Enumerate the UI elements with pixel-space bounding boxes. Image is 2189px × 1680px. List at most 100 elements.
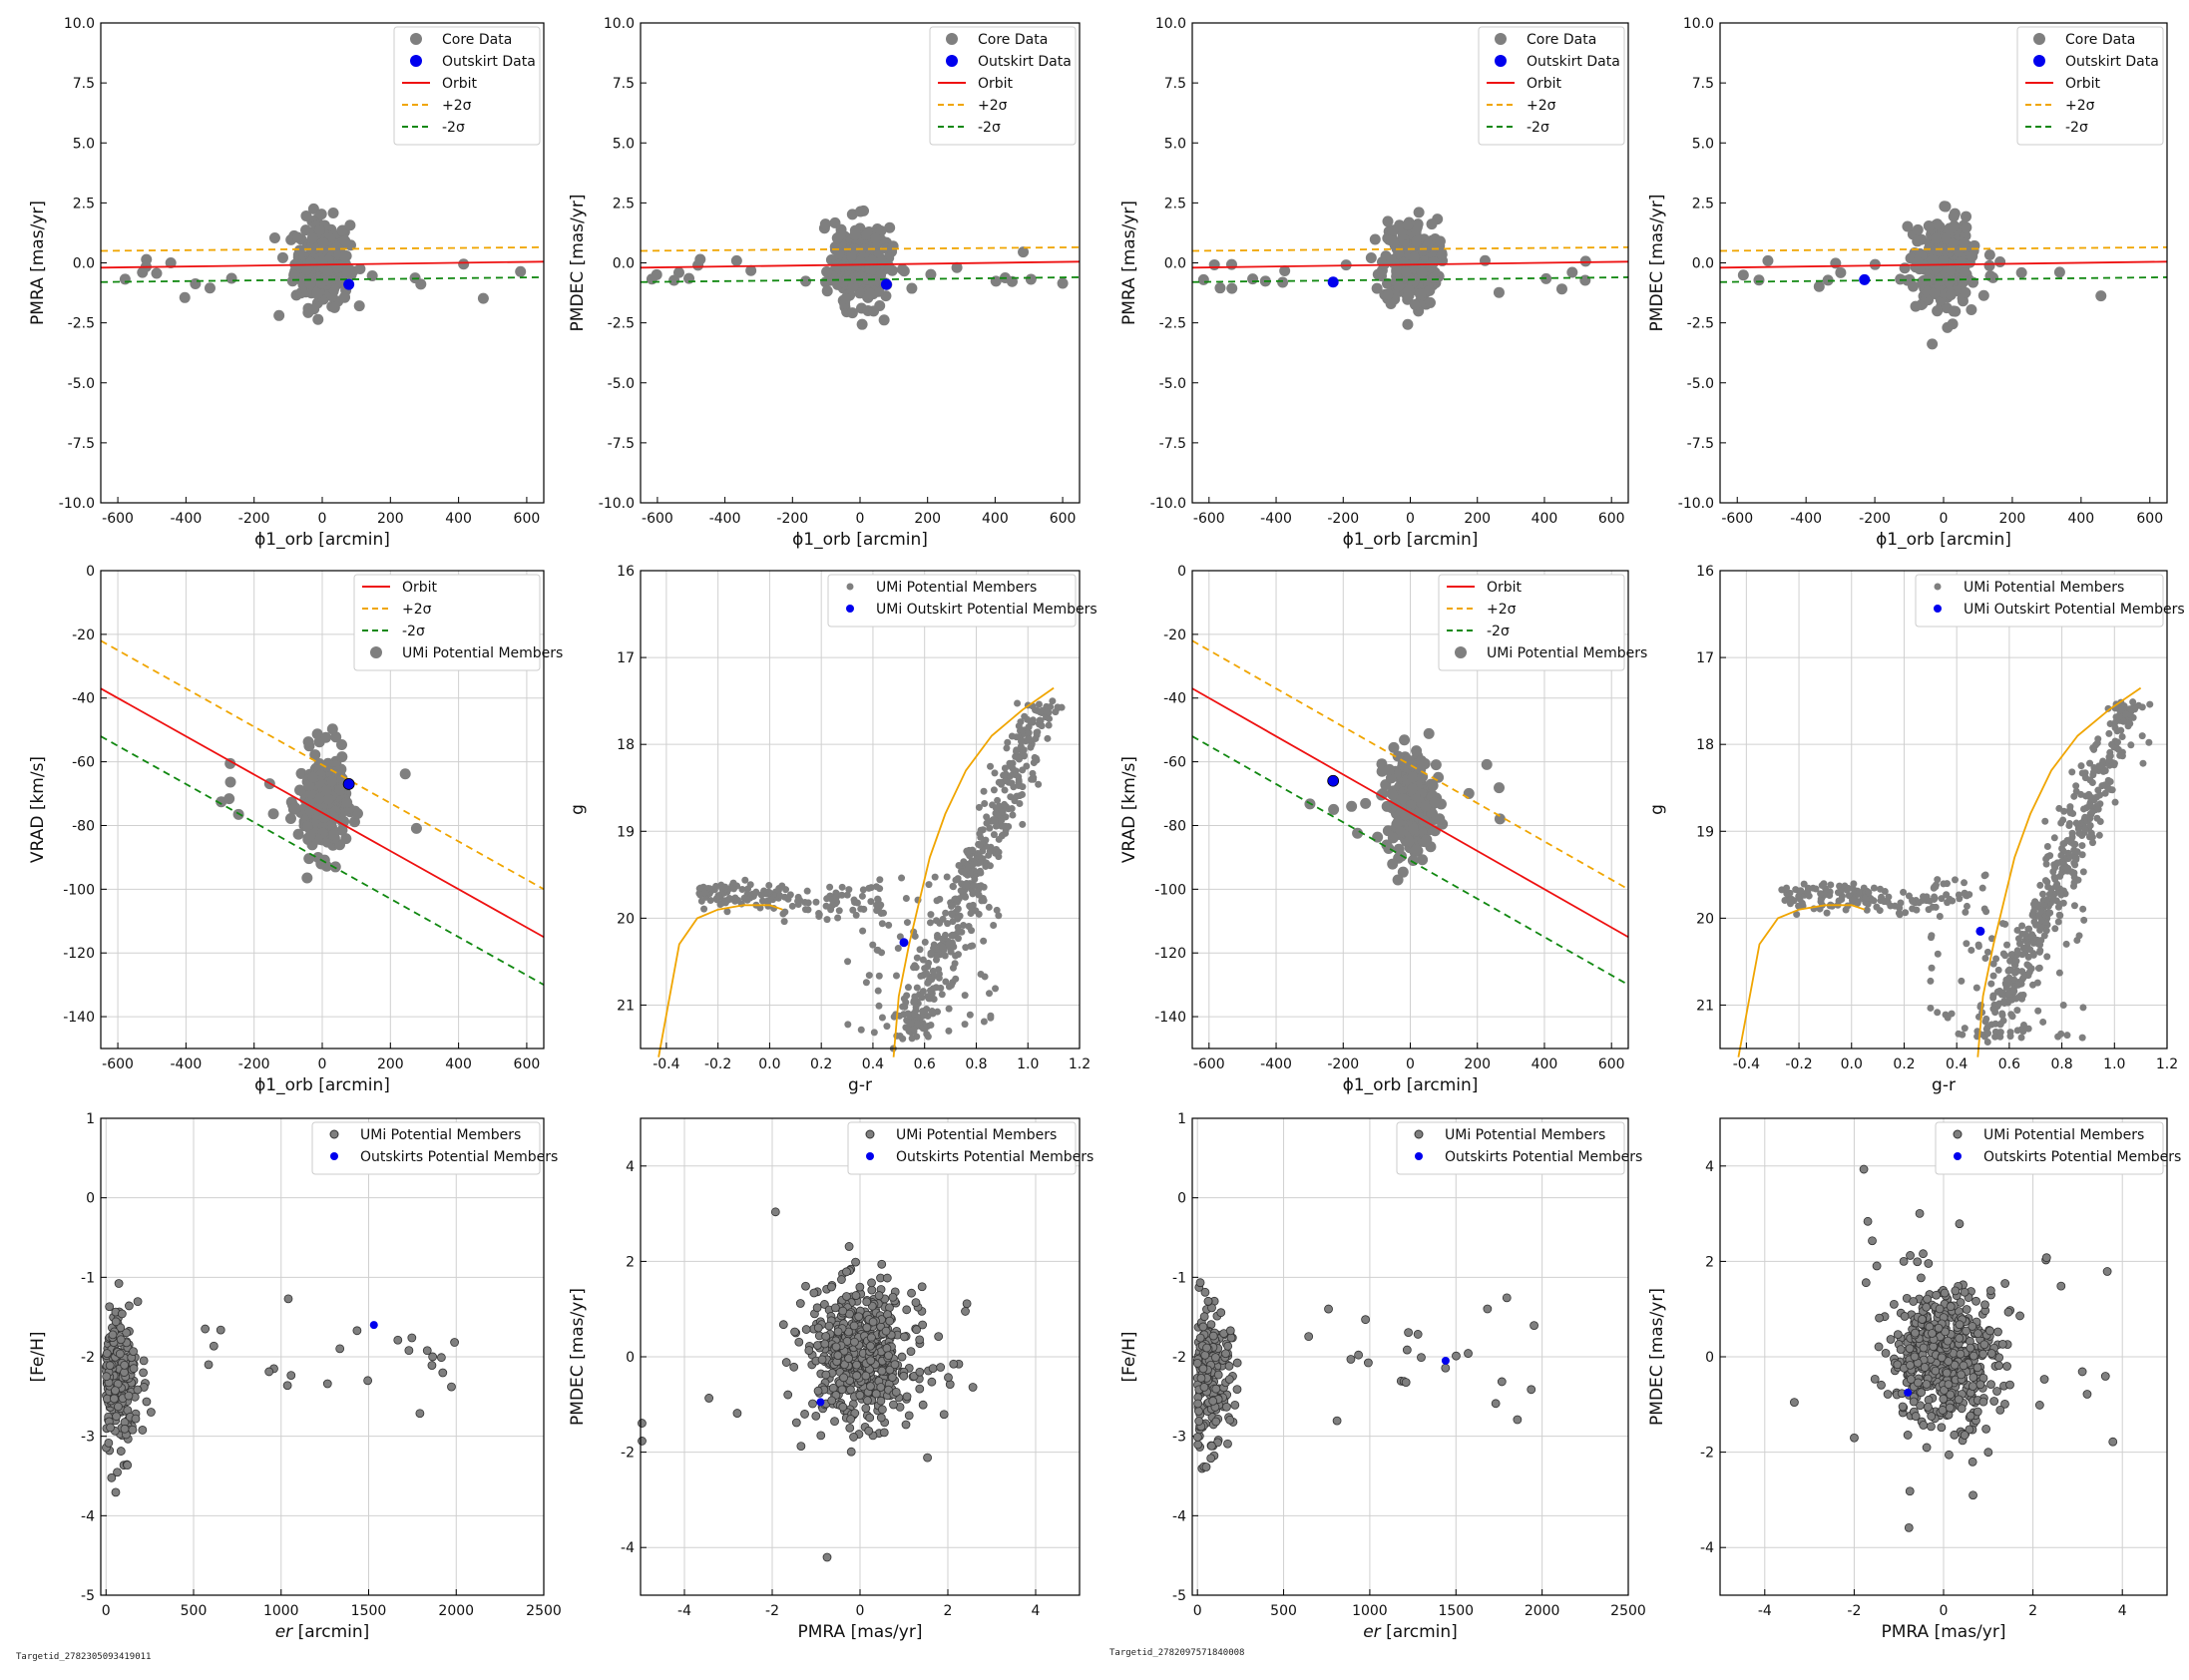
umi-member-point bbox=[1897, 899, 1905, 907]
umi-member-point bbox=[2006, 957, 2014, 965]
umi-member-point bbox=[1417, 1353, 1426, 1363]
umi-member-point bbox=[1407, 854, 1419, 866]
umi-member-point bbox=[139, 1356, 149, 1366]
core-data-point bbox=[1958, 237, 1970, 249]
legend-marker bbox=[866, 1152, 874, 1160]
legend-label: Outskirts Potential Members bbox=[896, 1149, 1094, 1165]
umi-member-point bbox=[1044, 734, 1052, 742]
core-data-point bbox=[1912, 235, 1924, 247]
umi-member-point bbox=[2002, 1362, 2011, 1371]
x-tick-label: -0.2 bbox=[1785, 1056, 1812, 1072]
umi-member-point bbox=[2054, 918, 2062, 926]
umi-member-point bbox=[867, 1278, 876, 1288]
umi-member-point bbox=[124, 1301, 134, 1311]
umi-member-point bbox=[888, 1292, 898, 1302]
x-tick-label: 200 bbox=[1464, 511, 1491, 527]
y-tick-label: -2 bbox=[81, 1350, 95, 1366]
umi-member-point bbox=[938, 991, 946, 999]
core-data-point bbox=[354, 262, 366, 274]
legend-marker bbox=[1934, 605, 1942, 613]
y-tick-label: -4 bbox=[1700, 1540, 1714, 1556]
y-axis-label: [Fe/H] bbox=[28, 1331, 48, 1382]
umi-member-point bbox=[827, 1282, 836, 1292]
y-tick-label: 17 bbox=[617, 650, 635, 666]
umi-member-point bbox=[1416, 755, 1428, 767]
umi-member-point bbox=[2066, 803, 2074, 811]
x-tick-label: 600 bbox=[1598, 511, 1625, 527]
umi-member-point bbox=[855, 1391, 865, 1400]
umi-member-point bbox=[305, 829, 317, 841]
umi-member-point bbox=[1035, 700, 1043, 708]
umi-member-point bbox=[1962, 1305, 1971, 1314]
umi-member-point bbox=[1199, 1383, 1209, 1392]
core-data-point bbox=[1208, 258, 1220, 270]
umi-member-point bbox=[1927, 1004, 1935, 1012]
umi-member-point bbox=[201, 1324, 211, 1334]
umi-member-point bbox=[1800, 880, 1808, 888]
umi-member-point bbox=[2057, 851, 2065, 859]
panel-r2c4: -0.4 -0.2 0.0 0.2 0.4 0.6 0.8 1.0 1.216171819202… bbox=[1647, 564, 2185, 1095]
y-tick-label: -7.5 bbox=[608, 436, 635, 452]
umi-member-point bbox=[2056, 912, 2064, 920]
y-axis-label: PMDEC [mas/yr] bbox=[568, 195, 588, 332]
umi-member-point bbox=[999, 808, 1007, 816]
umi-member-point bbox=[1407, 783, 1419, 795]
umi-member-point bbox=[2070, 902, 2078, 910]
umi-member-point bbox=[821, 1332, 831, 1341]
x-tick-label: 200 bbox=[377, 1056, 404, 1072]
umi-member-point bbox=[1940, 880, 1948, 888]
umi-member-point bbox=[899, 1035, 907, 1043]
umi-member-point bbox=[2035, 964, 2043, 972]
core-data-point bbox=[1382, 288, 1394, 300]
umi-member-point bbox=[1982, 1015, 1990, 1023]
umi-member-point bbox=[341, 796, 353, 808]
umi-member-point bbox=[2114, 745, 2122, 753]
umi-member-point bbox=[815, 911, 823, 919]
umi-member-point bbox=[923, 1005, 931, 1013]
y-tick-label: -5.0 bbox=[1687, 376, 1714, 392]
umi-member-point bbox=[1034, 728, 1042, 736]
umi-member-point bbox=[1934, 950, 1942, 958]
umi-member-point bbox=[804, 906, 812, 914]
core-data-point bbox=[273, 309, 285, 321]
umi-member-point bbox=[2080, 805, 2088, 813]
umi-member-point bbox=[899, 1332, 909, 1342]
umi-member-point bbox=[112, 1412, 121, 1422]
umi-member-point bbox=[1974, 941, 1982, 949]
umi-member-point bbox=[1004, 738, 1012, 746]
umi-member-point bbox=[1043, 708, 1051, 716]
umi-member-point bbox=[1900, 1312, 1910, 1321]
legend-marker bbox=[2033, 55, 2045, 67]
core-data-point bbox=[1949, 220, 1961, 232]
y-tick-label: -2 bbox=[1172, 1350, 1186, 1366]
core-data-point bbox=[119, 273, 131, 285]
umi-member-point bbox=[1402, 754, 1414, 766]
umi-member-point bbox=[987, 1014, 995, 1022]
umi-member-point bbox=[790, 1327, 799, 1337]
umi-member-point bbox=[1033, 756, 1041, 764]
umi-member-point bbox=[1843, 886, 1851, 894]
umi-member-point bbox=[778, 1320, 788, 1330]
umi-member-point bbox=[1194, 1407, 1203, 1416]
umi-member-point bbox=[980, 787, 988, 795]
umi-member-point bbox=[1874, 1342, 1884, 1352]
core-data-point bbox=[225, 272, 237, 284]
umi-member-point bbox=[1363, 1358, 1373, 1368]
umi-member-point bbox=[944, 920, 952, 928]
umi-member-point bbox=[975, 891, 983, 899]
umi-member-point bbox=[967, 943, 975, 951]
umi-member-point bbox=[111, 1317, 121, 1327]
umi-member-point bbox=[289, 802, 301, 814]
y-axis-label: PMRA [mas/yr] bbox=[28, 201, 48, 325]
orbit-line bbox=[1191, 260, 1629, 269]
x-tick-label: 2000 bbox=[1525, 1603, 1560, 1619]
umi-member-point bbox=[142, 1397, 152, 1407]
umi-member-point bbox=[783, 1390, 793, 1400]
umi-member-point bbox=[1009, 764, 1017, 772]
umi-member-point bbox=[1427, 779, 1439, 791]
umi-member-point bbox=[1224, 1361, 1234, 1371]
umi-member-point bbox=[1826, 892, 1834, 900]
umi-member-point bbox=[1946, 895, 1954, 903]
umi-member-point bbox=[1980, 872, 1988, 880]
